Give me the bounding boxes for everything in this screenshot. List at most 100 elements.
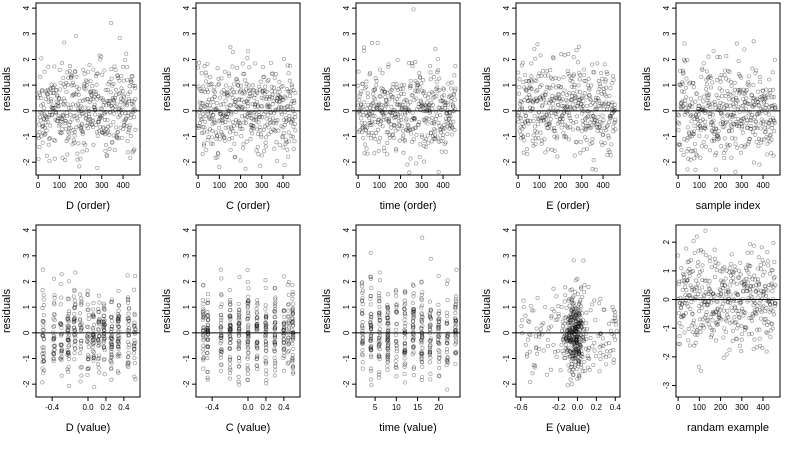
data-point (229, 126, 234, 131)
data-point (373, 137, 378, 142)
data-point (542, 92, 547, 97)
data-point (292, 111, 297, 117)
data-point (713, 338, 718, 343)
data-point (383, 94, 388, 99)
data-point (738, 260, 743, 265)
data-point (61, 114, 66, 119)
data-point (290, 108, 296, 114)
data-point (563, 134, 568, 139)
data-point (581, 98, 586, 104)
data-point (584, 103, 589, 109)
data-point (428, 109, 433, 114)
data-point (72, 350, 77, 356)
data-point (405, 122, 410, 127)
data-point (127, 123, 132, 128)
y-tick-label: 2 (182, 57, 191, 62)
data-point (369, 123, 374, 128)
data-point (268, 60, 273, 66)
data-point (254, 306, 259, 311)
data-point (771, 241, 776, 246)
y-tick-label: -2 (22, 380, 31, 388)
data-point (122, 95, 127, 100)
data-point (742, 47, 747, 52)
data-point (438, 130, 443, 135)
data-point (588, 308, 593, 313)
data-point (111, 81, 116, 87)
data-point (728, 119, 733, 124)
data-point (86, 117, 91, 122)
data-point (275, 107, 280, 112)
data-point (551, 128, 557, 133)
data-point (761, 261, 766, 266)
data-point (90, 118, 95, 124)
data-point (534, 78, 539, 83)
data-point (109, 377, 114, 382)
data-point (88, 79, 93, 84)
data-point (61, 96, 67, 101)
data-point (58, 122, 63, 127)
data-point (427, 299, 433, 304)
data-point (435, 56, 440, 62)
data-point (74, 103, 79, 108)
data-point (400, 124, 405, 129)
data-point (448, 114, 453, 119)
data-point (535, 295, 540, 300)
data-point (711, 48, 716, 53)
data-point (391, 132, 396, 137)
data-point (71, 138, 76, 143)
data-point (273, 107, 278, 112)
data-point (428, 377, 433, 382)
data-point (229, 110, 234, 115)
data-point (72, 92, 77, 97)
data-point (586, 285, 591, 290)
data-point (556, 84, 561, 89)
data-point (549, 99, 554, 104)
data-point (417, 74, 422, 79)
data-point (432, 121, 437, 126)
data-point (70, 102, 75, 107)
data-point (545, 344, 551, 349)
data-point (364, 84, 369, 89)
data-point (49, 112, 54, 117)
data-point (78, 125, 83, 131)
data-point (209, 117, 214, 122)
data-point (567, 125, 572, 130)
data-point (96, 293, 102, 298)
data-point (51, 90, 57, 95)
data-point (102, 68, 107, 73)
data-point (287, 117, 292, 122)
data-point (596, 114, 601, 119)
data-point (213, 130, 219, 135)
data-point (114, 134, 119, 139)
data-point (559, 342, 564, 348)
data-point (263, 285, 268, 291)
data-point (567, 303, 572, 308)
data-point (558, 368, 563, 373)
data-point (41, 117, 46, 122)
data-point (739, 331, 745, 337)
data-point (113, 87, 118, 92)
data-point (589, 111, 594, 116)
data-point (526, 121, 531, 126)
data-point (397, 138, 402, 143)
data-point (104, 153, 109, 158)
data-point (582, 67, 587, 72)
data-point (592, 340, 597, 345)
data-point (36, 136, 41, 141)
data-point (525, 152, 530, 157)
data-point (572, 95, 578, 100)
data-point (48, 123, 53, 128)
data-point (585, 146, 590, 151)
data-point (239, 106, 244, 111)
data-point (98, 57, 103, 62)
data-point (432, 127, 437, 132)
data-point (562, 108, 567, 114)
data-point (533, 334, 538, 339)
data-point (51, 84, 56, 89)
data-point (132, 355, 137, 361)
data-point (218, 102, 224, 107)
y-tick-label: 3 (662, 31, 671, 36)
data-point (547, 113, 552, 118)
data-point (412, 125, 418, 130)
